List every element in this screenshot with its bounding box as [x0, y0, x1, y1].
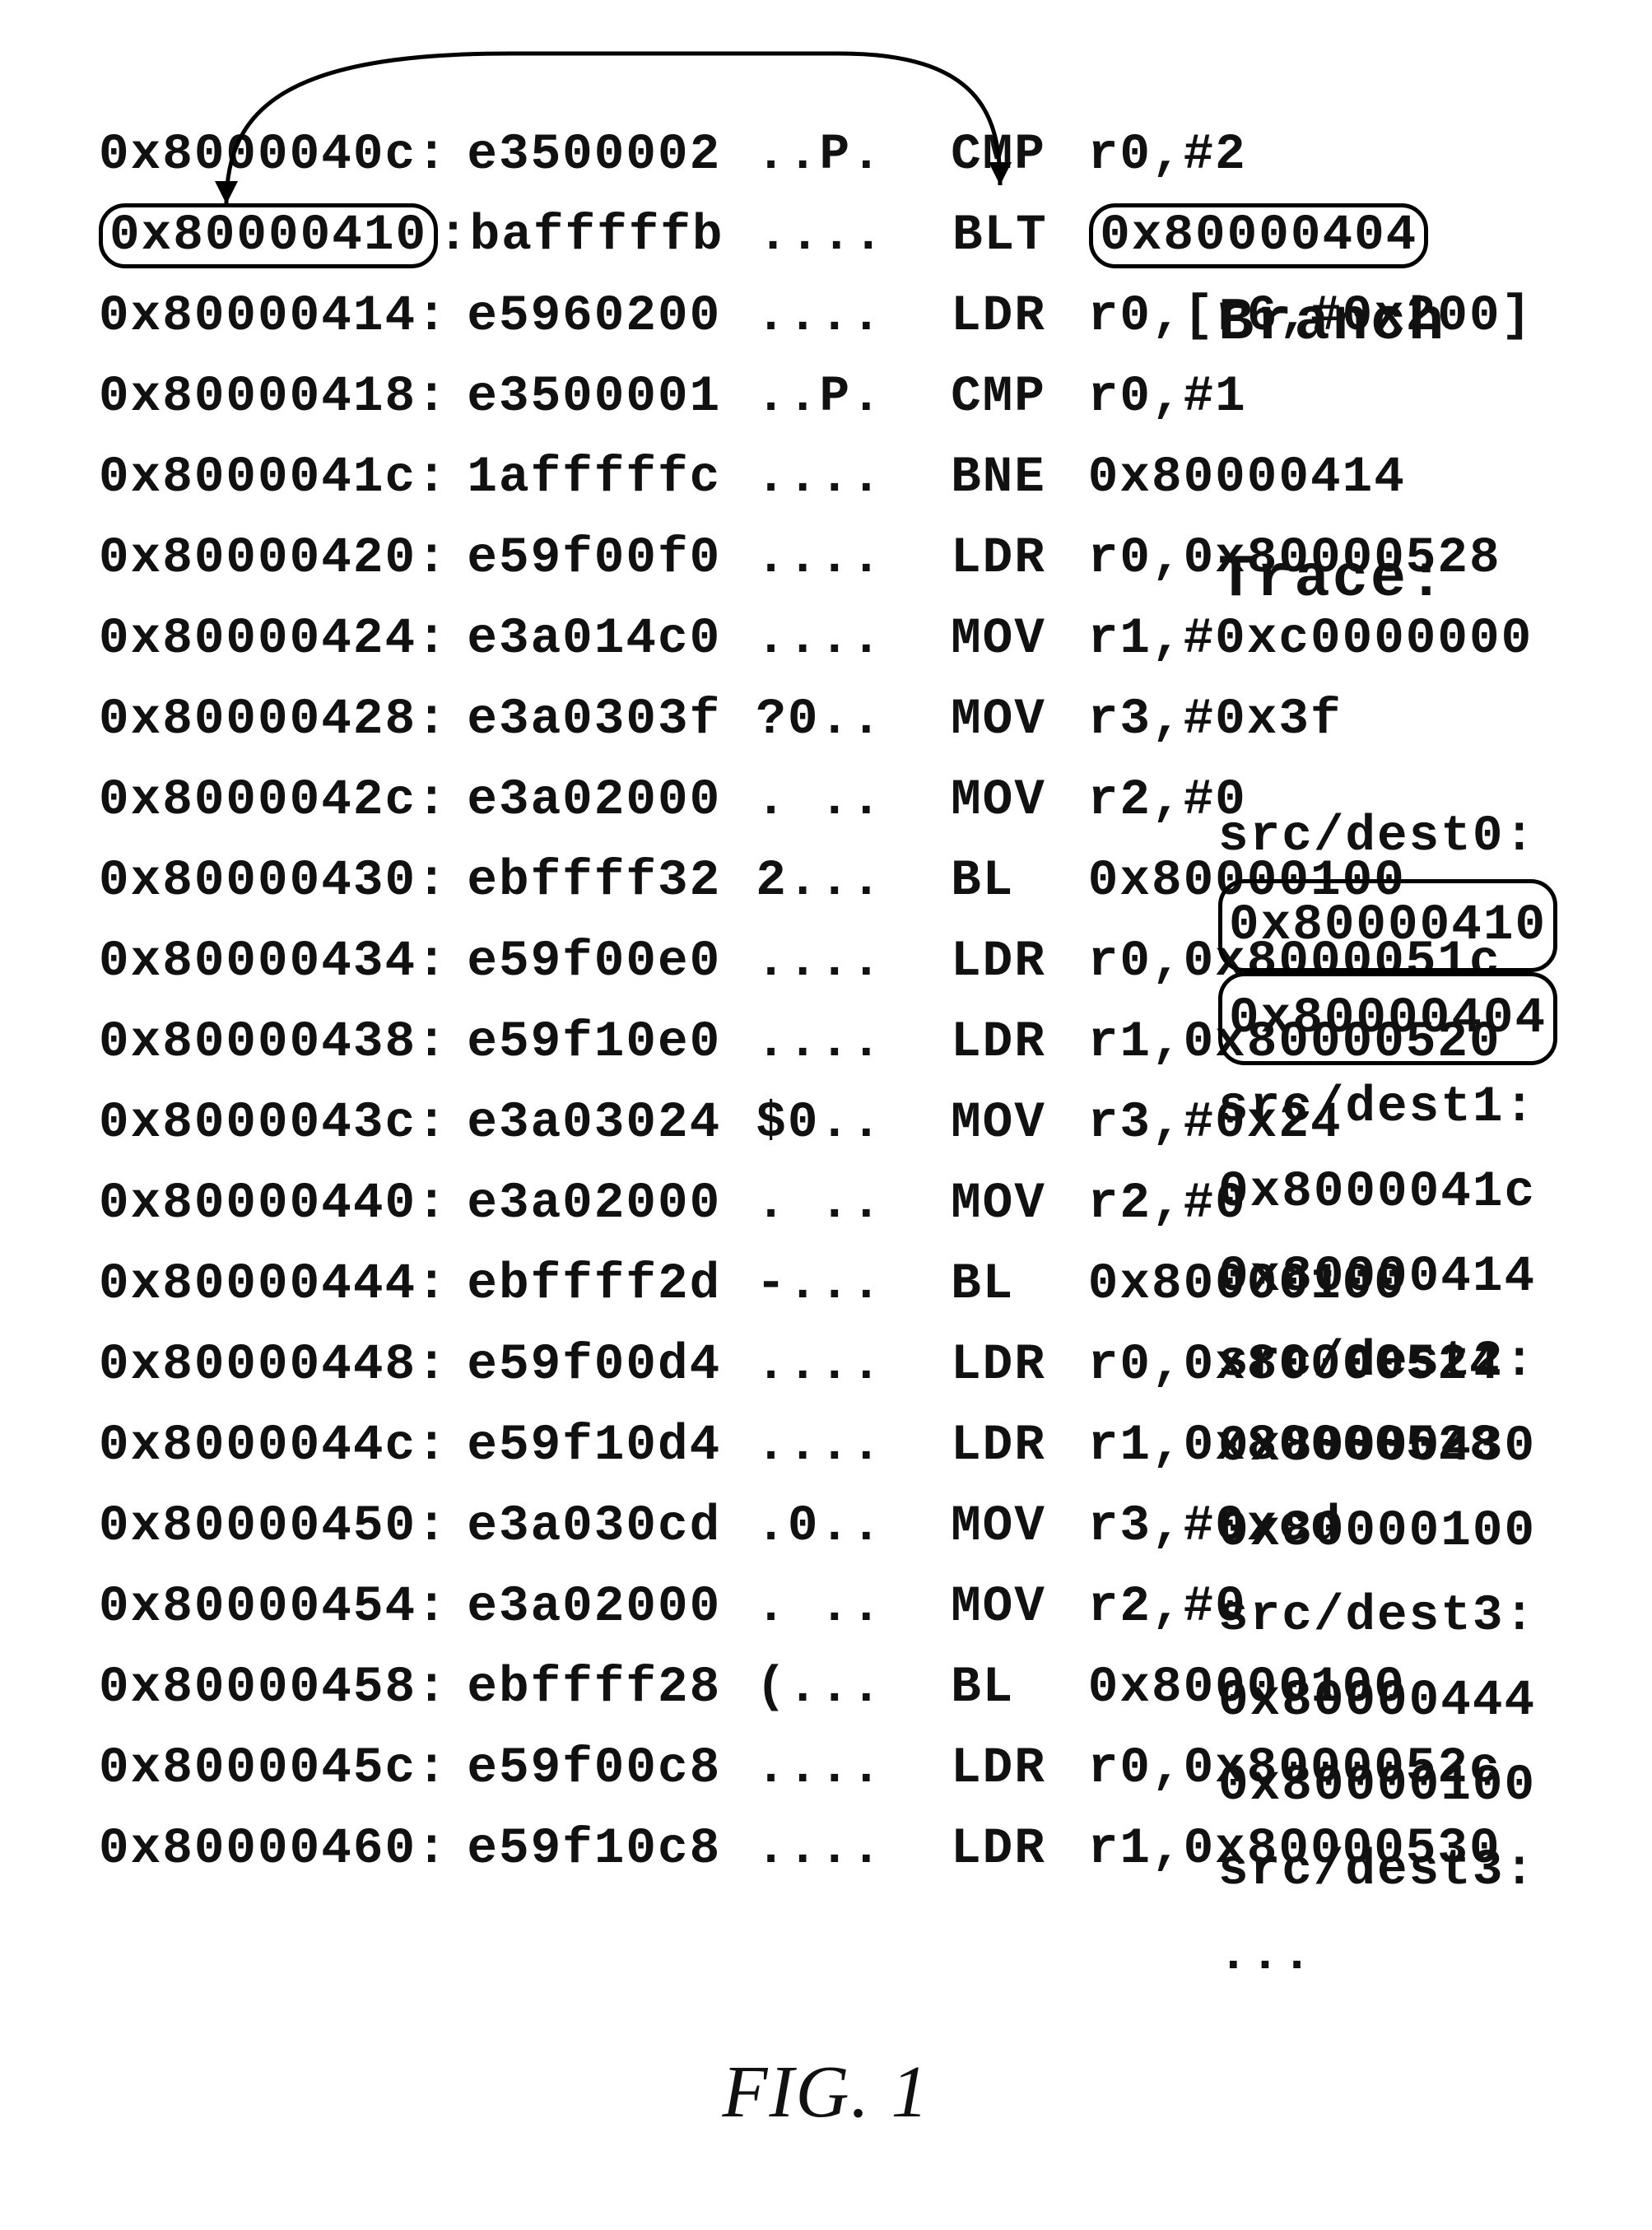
opcode-chars: ....	[756, 611, 951, 668]
figure-label: FIG. 1	[0, 2050, 1652, 2135]
opcode-chars: ....	[756, 1740, 951, 1797]
mnemonic: LDR	[951, 530, 1088, 587]
opcode-hex: e5960200	[467, 288, 756, 345]
opcode-chars: . ..	[756, 772, 951, 829]
opcode-hex: e59f10e0	[467, 1014, 756, 1071]
opcode-hex: e3a02000	[467, 772, 756, 829]
opcode-hex: e59f00c8	[467, 1740, 756, 1797]
opcode-hex: e3a014c0	[467, 611, 756, 668]
opcode-hex: e3a03024	[467, 1095, 756, 1152]
trace-entry: 0x80000404	[1218, 972, 1557, 1065]
opcode-chars: . ..	[756, 1579, 951, 1636]
trace-entry: 0x8000041c	[1218, 1150, 1557, 1235]
mnemonic: MOV	[951, 1176, 1088, 1232]
opcode-hex: e59f10c8	[467, 1821, 756, 1878]
opcode-chars: (...	[756, 1660, 951, 1716]
address: 0x80000434:	[99, 933, 467, 990]
trace-heading: Trace:	[1218, 538, 1446, 622]
trace-entry: 0x80000410	[1218, 879, 1557, 972]
opcode-chars: -...	[756, 1256, 951, 1313]
mnemonic: LDR	[951, 1821, 1088, 1878]
opcode-hex: e3a02000	[467, 1176, 756, 1232]
mnemonic: BL	[951, 853, 1088, 910]
opcode-chars: ....	[756, 1821, 951, 1878]
mnemonic: LDR	[951, 1418, 1088, 1474]
mnemonic: CMP	[951, 369, 1088, 426]
opcode-hex: e3a02000	[467, 1579, 756, 1636]
address: 0x80000458:	[99, 1660, 467, 1716]
mnemonic: BNE	[951, 449, 1088, 506]
mnemonic: MOV	[951, 1095, 1088, 1152]
opcode-hex: e3500001	[467, 369, 756, 426]
address: 0x80000420:	[99, 530, 467, 587]
opcode-chars: 2...	[756, 853, 951, 910]
trace-entry: src/dest3:	[1218, 1574, 1557, 1659]
opcode-chars: ....	[756, 288, 951, 345]
mnemonic: MOV	[951, 611, 1088, 668]
mnemonic: LDR	[951, 1014, 1088, 1071]
branch-trace-panel: Branch Trace: src/dest0:0x800004100x8000…	[1218, 111, 1557, 2083]
opcode-chars: ....	[756, 1418, 951, 1474]
branch-arrow	[82, 25, 1235, 239]
address: 0x8000042c:	[99, 772, 467, 829]
address: 0x80000428:	[99, 691, 467, 748]
mnemonic: LDR	[951, 288, 1088, 345]
opcode-hex: e59f00f0	[467, 530, 756, 587]
mnemonic: BL	[951, 1256, 1088, 1313]
address: 0x80000454:	[99, 1579, 467, 1636]
mnemonic: MOV	[951, 1498, 1088, 1555]
trace-entry: src/dest0:	[1218, 794, 1557, 879]
opcode-hex: ebffff32	[467, 853, 756, 910]
opcode-hex: e59f00d4	[467, 1337, 756, 1394]
address: 0x8000045c:	[99, 1740, 467, 1797]
trace-entry: src/dest2:	[1218, 1320, 1557, 1404]
address: 0x8000044c:	[99, 1418, 467, 1474]
address: 0x80000424:	[99, 611, 467, 668]
opcode-chars: .0..	[756, 1498, 951, 1555]
trace-entry: 0x80000100	[1218, 1489, 1557, 1574]
opcode-hex: e3a0303f	[467, 691, 756, 748]
mnemonic: LDR	[951, 933, 1088, 990]
address: 0x80000450:	[99, 1498, 467, 1555]
trace-entry: src/dest1:	[1218, 1065, 1557, 1150]
opcode-hex: 1afffffc	[467, 449, 756, 506]
address: 0x80000438:	[99, 1014, 467, 1071]
opcode-hex: e3a030cd	[467, 1498, 756, 1555]
opcode-hex: ebffff28	[467, 1660, 756, 1716]
mnemonic: LDR	[951, 1740, 1088, 1797]
opcode-chars: . ..	[756, 1176, 951, 1232]
address: 0x8000043c:	[99, 1095, 467, 1152]
trace-entry: 0x80000430	[1218, 1404, 1557, 1489]
branch-heading: Branch	[1218, 281, 1446, 365]
opcode-chars: ....	[756, 1014, 951, 1071]
opcode-chars: $0..	[756, 1095, 951, 1152]
mnemonic: BL	[951, 1660, 1088, 1716]
mnemonic: MOV	[951, 1579, 1088, 1636]
address: 0x80000448:	[99, 1337, 467, 1394]
mnemonic: MOV	[951, 691, 1088, 748]
opcode-chars: ..P.	[756, 369, 951, 426]
opcode-chars: ....	[756, 933, 951, 990]
address: 0x80000418:	[99, 369, 467, 426]
mnemonic: MOV	[951, 772, 1088, 829]
trace-entry: src/dest3:	[1218, 1828, 1557, 1913]
address: 0x8000041c:	[99, 449, 467, 506]
opcode-chars: ....	[756, 1337, 951, 1394]
opcode-hex: e59f00e0	[467, 933, 756, 990]
trace-entry: 0x80000100	[1218, 1743, 1557, 1828]
opcode-chars: ....	[756, 449, 951, 506]
opcode-hex: e59f10d4	[467, 1418, 756, 1474]
trace-entry: ...	[1218, 1913, 1557, 1998]
trace-entry: 0x80000414	[1218, 1235, 1557, 1320]
address: 0x80000430:	[99, 853, 467, 910]
opcode-hex: ebffff2d	[467, 1256, 756, 1313]
address: 0x80000414:	[99, 288, 467, 345]
trace-entry: 0x80000444	[1218, 1659, 1557, 1743]
mnemonic: LDR	[951, 1337, 1088, 1394]
address: 0x80000444:	[99, 1256, 467, 1313]
opcode-chars: ....	[756, 530, 951, 587]
opcode-chars: ?0..	[756, 691, 951, 748]
address: 0x80000460:	[99, 1821, 467, 1878]
address: 0x80000440:	[99, 1176, 467, 1232]
